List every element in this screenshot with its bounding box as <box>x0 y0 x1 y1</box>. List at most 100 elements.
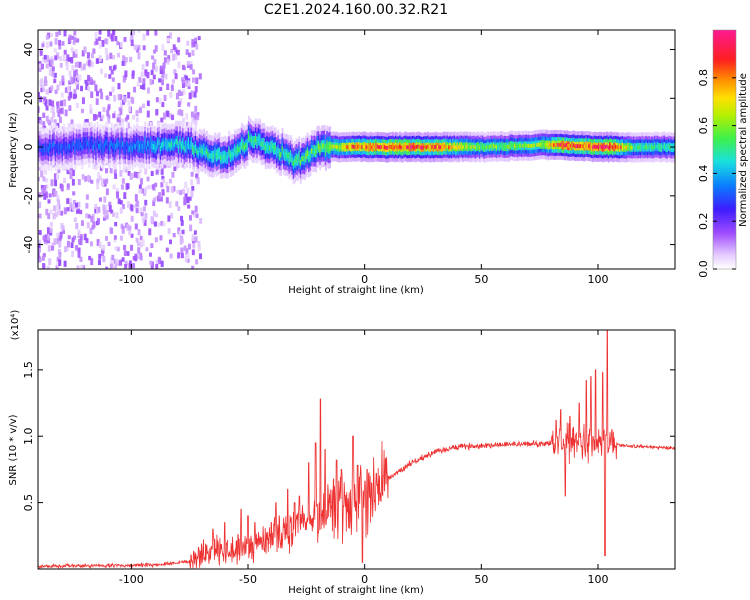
spectrogram-ridge-cell <box>331 144 334 149</box>
spectrogram-noise-cell <box>112 30 116 36</box>
spectrogram-ridge-cell <box>382 145 385 149</box>
spectrogram-ridge-cell <box>589 144 592 149</box>
spectrogram-noise-cell <box>132 263 136 269</box>
spectrogram-ridge-cell <box>260 141 263 148</box>
spectrogram-noise-cell <box>66 240 70 248</box>
spectrogram-ridge-cell <box>434 145 437 150</box>
spectrogram-noise-cell <box>130 96 134 103</box>
colorbar-band <box>713 61 736 65</box>
spectrogram-noise-cell <box>146 110 150 118</box>
spectrogram-noise-cell <box>192 211 196 218</box>
colorbar-band <box>713 123 736 127</box>
spectrogram-noise-cell <box>122 75 126 83</box>
spectrogram-ridge-cell <box>490 144 493 149</box>
colorbar-band <box>713 255 736 258</box>
colorbar-band <box>713 173 736 176</box>
spectrogram-ridge-cell <box>85 140 88 146</box>
spectrogram-ridge-cell <box>484 145 487 150</box>
spectrogram-ridge-cell <box>256 139 259 146</box>
spectrogram-ridge-cell <box>375 144 378 149</box>
spectrogram-noise-cell <box>133 171 137 178</box>
spectrogram-noise-cell <box>120 184 124 190</box>
spectrogram-noise-cell <box>131 73 135 79</box>
spectrogram-noise-cell <box>43 56 47 64</box>
spectrogram-noise-cell <box>121 229 125 235</box>
spectrogram-noise-cell <box>48 69 52 76</box>
spectrogram-ridge-cell <box>501 144 504 149</box>
spectrogram-ridge-cell <box>595 144 598 149</box>
spectrogram-noise-cell <box>45 88 49 95</box>
spectrogram-noise-cell <box>49 41 53 47</box>
spectrogram-noise-cell <box>98 42 102 49</box>
spectrogram-noise-cell <box>170 212 174 219</box>
spectrogram-ridge-cell <box>666 145 669 150</box>
colorbar-band <box>713 121 736 125</box>
spectrogram-noise-cell <box>119 207 123 214</box>
spectrogram-noise-cell <box>49 221 53 228</box>
spectrogram-noise-cell <box>135 237 139 243</box>
x-tick-label: -50 <box>239 273 257 286</box>
spectrogram-noise-cell <box>100 68 104 74</box>
spectrogram-ridge-cell <box>82 140 85 146</box>
spectrogram-ridge-cell <box>366 145 369 150</box>
spectrogram-noise-cell <box>123 244 127 251</box>
spectrogram-noise-cell <box>192 69 196 75</box>
spectrogram-noise-cell <box>160 75 164 81</box>
spectrogram-noise-cell <box>180 77 184 82</box>
spectrogram-noise-cell <box>74 81 78 86</box>
spectrogram-noise-cell <box>40 87 44 93</box>
spectrogram-ridge-cell <box>91 139 94 146</box>
spectrogram-noise-cell <box>70 77 74 85</box>
spectrogram-noise-cell <box>50 56 54 62</box>
spectrogram-noise-cell <box>159 86 163 92</box>
colorbar-band <box>713 147 736 151</box>
spectrogram-noise-cell <box>121 203 125 210</box>
spectrogram-ridge-cell <box>217 151 220 158</box>
spectrogram-ridge-cell <box>478 145 481 150</box>
spectrogram-ridge-cell <box>42 147 45 153</box>
spectrogram-ridge-cell <box>128 146 131 152</box>
colorbar-band <box>713 103 736 107</box>
spectrogram-ridge-cell <box>68 143 71 150</box>
spectrogram-noise-cell <box>71 178 75 186</box>
spectrogram-noise-cell <box>85 237 89 244</box>
spectrogram-noise-cell <box>105 266 109 269</box>
spectrogram-ridge-cell <box>389 144 392 149</box>
spectrogram-noise-cell <box>107 241 111 247</box>
spectrogram-ridge-cell <box>147 140 150 147</box>
spectrogram-noise-cell <box>149 78 153 86</box>
spectrogram-ridge-cell <box>387 145 390 150</box>
colorbar-band <box>713 57 736 61</box>
spectrogram-noise-cell <box>168 201 172 209</box>
spectrogram-noise-cell <box>138 188 142 194</box>
spectrogram-ridge-cell <box>390 145 393 149</box>
spectrogram-noise-cell <box>69 172 73 180</box>
spectrogram-noise-cell <box>173 166 177 172</box>
spectrogram-noise-cell <box>73 30 77 36</box>
colorbar-band <box>713 241 736 244</box>
colorbar-band <box>713 237 736 240</box>
spectrogram-noise-cell <box>194 236 198 243</box>
spectrogram-noise-cell <box>184 79 188 87</box>
spectrogram-ridge-cell <box>603 144 606 149</box>
spectrogram-noise-cell <box>105 95 109 100</box>
spectrogram-ridge-cell <box>222 154 225 160</box>
colorbar-band <box>713 203 736 206</box>
spectrogram-noise-cell <box>50 179 54 187</box>
spectrogram-noise-cell <box>60 100 64 107</box>
spectrogram-noise-cell <box>191 185 195 191</box>
spectrogram-ridge-cell <box>616 145 619 150</box>
spectrogram-ridge-cell <box>323 143 326 149</box>
spectrogram-ridge-cell <box>378 145 381 150</box>
spectrogram-ridge-cell <box>120 139 123 146</box>
spectrogram-noise-cell <box>114 246 118 251</box>
spectrogram-noise-cell <box>68 198 72 204</box>
spectrogram-noise-cell <box>47 245 51 252</box>
spectrogram-noise-cell <box>44 178 48 183</box>
colorbar-band <box>713 127 736 131</box>
spectrogram-noise-cell <box>179 98 183 105</box>
spectrogram-noise-cell <box>186 187 190 195</box>
spectrogram-noise-cell <box>76 83 80 90</box>
spectrogram-noise-cell <box>56 52 60 60</box>
spectrogram-noise-cell <box>87 214 91 219</box>
